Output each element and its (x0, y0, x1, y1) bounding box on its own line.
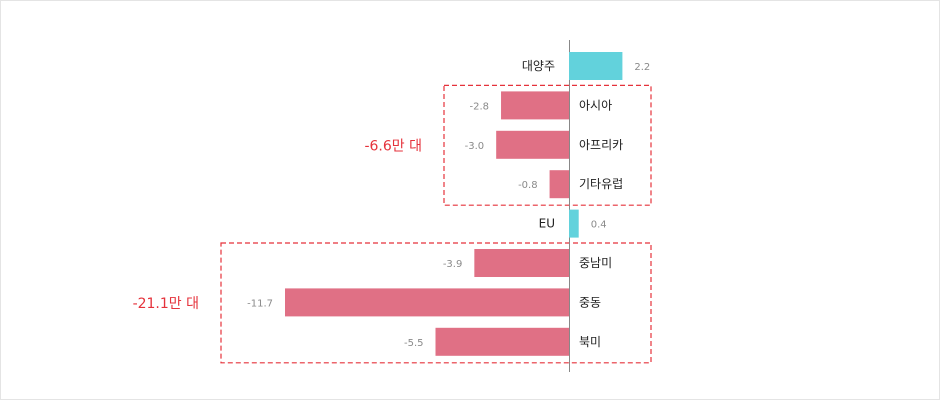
bar-item-3 (549, 170, 569, 199)
value-label-item-3: -0.8 (518, 180, 538, 191)
value-label-item-6: -11.7 (247, 298, 273, 309)
bar-item-0 (569, 52, 623, 80)
value-label-item-4: 0.4 (591, 220, 607, 231)
bar-item-4 (569, 209, 579, 238)
value-label-item-5: -3.9 (443, 259, 463, 270)
category-label-item-4: EU (539, 217, 555, 231)
group-total-label-2: -21.1만 대 (133, 296, 199, 312)
category-label-item-0: 대양주 (522, 59, 555, 73)
group-total-label-1: -6.6만 대 (364, 138, 422, 154)
value-label-item-7: -5.5 (404, 338, 424, 349)
group-box-2 (220, 242, 652, 364)
category-label-item-2: 아프리카 (579, 138, 623, 152)
bar-item-5 (474, 249, 569, 277)
group-box-1 (443, 84, 652, 206)
category-label-item-5: 중남미 (579, 256, 612, 270)
bar-item-6 (285, 288, 569, 317)
value-label-item-1: -2.8 (470, 101, 490, 112)
value-label-item-0: 2.2 (634, 62, 650, 73)
category-label-item-3: 기타유럽 (579, 177, 623, 191)
value-label-item-2: -3.0 (465, 141, 485, 152)
bar-item-1 (501, 91, 569, 120)
bar-item-2 (496, 130, 569, 159)
category-label-item-1: 아시아 (579, 98, 612, 112)
category-label-item-6: 중동 (579, 295, 601, 309)
bar-item-7 (435, 327, 569, 356)
category-label-item-7: 북미 (579, 335, 601, 349)
